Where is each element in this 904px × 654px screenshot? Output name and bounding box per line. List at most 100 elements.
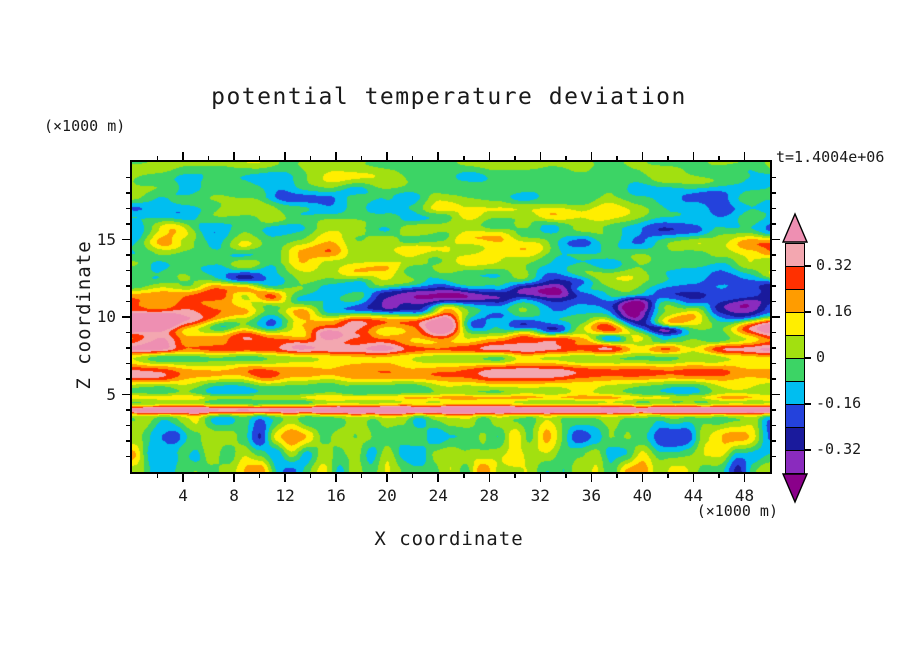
colorbar-segment (785, 312, 805, 336)
x-tick (309, 156, 312, 160)
colorbar-segment (785, 404, 805, 428)
x-tick (616, 474, 618, 478)
x-tick-label: 48 (734, 486, 755, 505)
x-tick (360, 474, 363, 478)
x-tick-label: 16 (326, 486, 346, 505)
z-tick (122, 238, 130, 241)
x-tick (207, 156, 210, 160)
colorbar-segment (785, 450, 805, 474)
z-tick (772, 207, 776, 210)
z-tick-label: 15 (96, 229, 116, 249)
x-tick (539, 152, 542, 160)
x-tick (411, 156, 414, 160)
colorbar-segment (785, 289, 805, 313)
z-tick-label: 5 (106, 384, 116, 404)
x-tick-label: 20 (377, 486, 397, 505)
x-tick (233, 474, 235, 482)
colorbar-segment (785, 358, 805, 382)
x-tick (488, 474, 491, 482)
x-tick (258, 474, 261, 478)
z-tick (772, 176, 776, 179)
z-tick (772, 331, 776, 334)
colorbar-lower-arrow (781, 473, 809, 504)
z-tick (772, 347, 776, 349)
z-tick (126, 378, 130, 380)
x-tick (565, 156, 567, 160)
x-tick (514, 156, 516, 160)
x-tick (437, 474, 439, 482)
x-tick (360, 156, 363, 160)
x-tick (718, 156, 720, 160)
colorbar-label: 0.32 (816, 256, 853, 274)
x-tick (156, 156, 159, 160)
x-tick (207, 474, 210, 478)
z-tick (126, 176, 130, 179)
x-tick (743, 474, 746, 482)
x-tick (590, 152, 593, 160)
x-tick-label: 36 (581, 486, 601, 505)
colorbar-segment (785, 381, 805, 405)
z-tick (126, 409, 130, 411)
z-tick (126, 455, 130, 458)
z-tick (126, 300, 130, 303)
colorbar-segment (785, 243, 805, 267)
x-tick (411, 474, 414, 478)
z-tick (126, 440, 130, 442)
x-tick-label: 24 (428, 486, 448, 505)
x-tick (667, 156, 669, 160)
x-tick-label: 8 (229, 486, 239, 505)
z-tick (772, 440, 776, 442)
x-tick-label: 32 (530, 486, 550, 505)
z-tick (122, 393, 130, 396)
x-tick (641, 152, 644, 160)
colorbar-segment (785, 266, 805, 290)
x-axis-unit: (×1000 m) (696, 502, 778, 520)
colorbar-tick (805, 403, 811, 405)
x-tick (590, 474, 593, 482)
x-tick (463, 474, 465, 478)
z-tick (772, 393, 780, 396)
x-tick (335, 152, 337, 160)
z-tick (772, 378, 776, 380)
x-tick (539, 474, 542, 482)
x-tick (692, 152, 695, 160)
x-tick-label: 12 (275, 486, 295, 505)
z-tick (772, 269, 776, 272)
axis-ticks-layer: 4 8 12 16 20 24 28 32 36 40 44 48 5 10 15 (97, 152, 780, 505)
x-tick (335, 474, 337, 482)
z-tick (772, 409, 776, 411)
z-tick (772, 362, 776, 365)
x-tick (182, 474, 184, 482)
chart-title: potential temperature deviation (211, 84, 687, 110)
z-tick (772, 424, 776, 427)
x-axis-label: X coordinate (374, 528, 524, 550)
x-tick (156, 474, 159, 478)
x-tick (258, 156, 261, 160)
z-tick (126, 362, 130, 365)
x-tick (309, 474, 312, 478)
x-tick (182, 152, 184, 160)
x-tick (616, 156, 618, 160)
colorbar (781, 212, 809, 504)
x-tick (284, 474, 286, 482)
x-tick (514, 474, 516, 478)
colorbar-label: -0.16 (816, 394, 862, 412)
x-tick-label: 4 (178, 486, 188, 505)
z-tick (126, 269, 130, 272)
z-tick (126, 424, 130, 427)
x-tick (718, 474, 720, 478)
plot-area: 4 8 12 16 20 24 28 32 36 40 44 48 5 10 15 (97, 152, 780, 505)
colorbar-tick (805, 265, 811, 267)
z-tick-label: 10 (96, 307, 116, 326)
x-tick (463, 156, 465, 160)
time-annotation: t=1.4004e+06 (776, 148, 885, 166)
z-tick (126, 331, 130, 334)
z-tick (126, 223, 130, 225)
z-tick (772, 238, 780, 241)
x-tick-label: 28 (479, 486, 499, 505)
z-tick (772, 254, 776, 256)
colorbar-tick (805, 311, 811, 313)
z-tick (126, 347, 130, 349)
x-tick (565, 474, 567, 478)
